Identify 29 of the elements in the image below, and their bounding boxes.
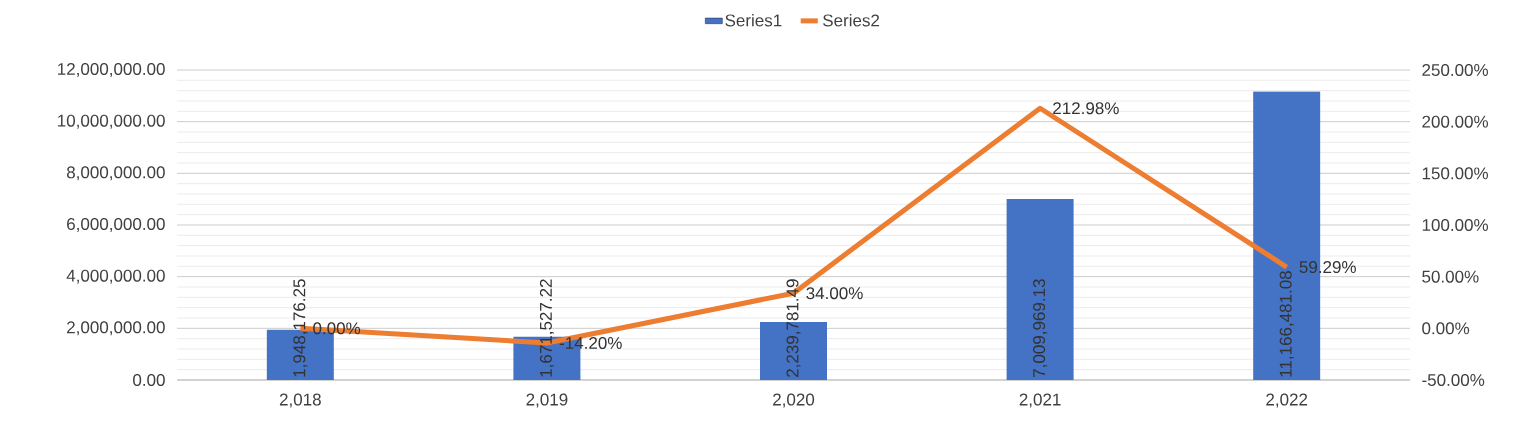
y2-tick-label: 250.00% [1422, 63, 1489, 77]
y-tick-label: 0.00 [133, 373, 165, 387]
bar [1006, 198, 1074, 380]
legend-label: Series2 [823, 13, 880, 27]
y2-tick-label: 150.00% [1422, 167, 1489, 180]
y-tick-label: 6,000,000.00 [67, 217, 165, 233]
x-tick-label: 2,020 [773, 393, 815, 408]
y2-tick-label: 100.00% [1422, 218, 1489, 232]
y2-tick-label: -50.00% [1422, 373, 1485, 387]
y2-tick-label: 200.00% [1422, 115, 1489, 128]
legend-label: Series1 [725, 13, 782, 27]
y-tick-label: 4,000,000.00 [66, 269, 165, 284]
data-label: 1,671,527.22 [539, 279, 554, 377]
data-label: 2,239,781.49 [786, 279, 801, 377]
y2-tick-label: 50.00% [1422, 270, 1479, 283]
x-tick-label: 2,022 [1266, 393, 1308, 408]
data-label: 212.98% [1053, 102, 1119, 115]
x-tick-label: 2,018 [279, 393, 321, 408]
data-label: 11,166,481.08 [1279, 271, 1294, 377]
y-tick-label: 10,000,000.00 [58, 114, 165, 129]
y-tick-label: 8,000,000.00 [66, 166, 165, 181]
data-label: 1,948,176.25 [293, 279, 308, 377]
y-tick-label: 12,000,000.00 [58, 62, 165, 78]
x-tick-label: 2,021 [1019, 393, 1061, 408]
data-label: 7,009,969.13 [1033, 279, 1048, 377]
x-tick-label: 2,019 [526, 393, 568, 408]
y-tick-label: 2,000,000.00 [67, 321, 165, 336]
y2-tick-label: 0.00% [1422, 322, 1470, 335]
data-label: 34.00% [806, 287, 863, 300]
